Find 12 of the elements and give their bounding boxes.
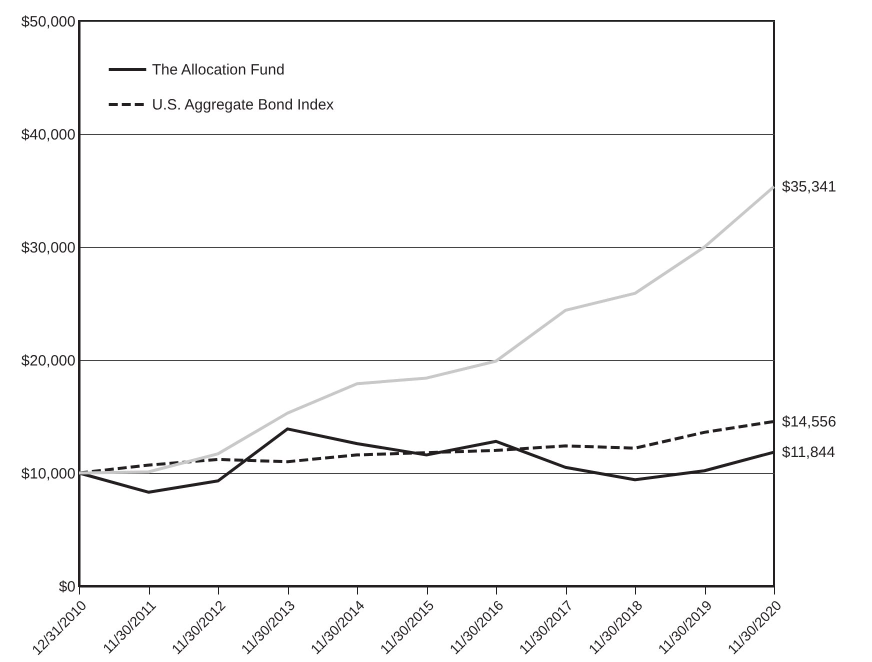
y-tick-label: $50,000 (21, 14, 76, 30)
data-label: $11,844 (782, 444, 836, 462)
data-label: $14,556 (782, 414, 836, 431)
y-tick-label: $0 (58, 578, 76, 596)
legend-label: The Allocation Fund (152, 62, 285, 78)
y-tick-label: $40,000 (21, 126, 76, 144)
y-tick-label: $30,000 (21, 240, 76, 256)
y-tick-label: $10,000 (21, 466, 76, 482)
legend-label: U.S. Aggregate Bond Index (152, 96, 334, 114)
line-series (78, 185, 776, 474)
data-label: $35,341 (782, 178, 836, 196)
y-tick-label: $20,000 (21, 352, 76, 370)
